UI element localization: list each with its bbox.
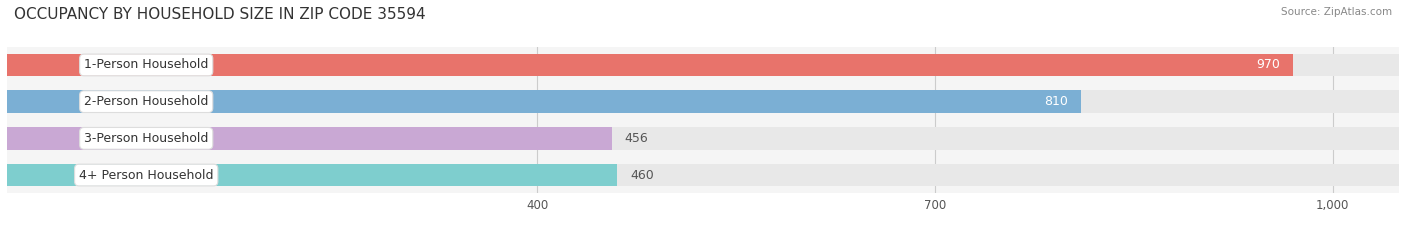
Text: 3-Person Household: 3-Person Household bbox=[84, 132, 208, 145]
Bar bbox=[7, 90, 1081, 113]
Text: 456: 456 bbox=[624, 132, 648, 145]
Text: Source: ZipAtlas.com: Source: ZipAtlas.com bbox=[1281, 7, 1392, 17]
Bar bbox=[7, 127, 612, 150]
Bar bbox=[7, 90, 1399, 113]
Bar bbox=[7, 54, 1399, 76]
Text: 4+ Person Household: 4+ Person Household bbox=[79, 168, 214, 182]
Text: 810: 810 bbox=[1043, 95, 1067, 108]
Text: OCCUPANCY BY HOUSEHOLD SIZE IN ZIP CODE 35594: OCCUPANCY BY HOUSEHOLD SIZE IN ZIP CODE … bbox=[14, 7, 426, 22]
Text: 970: 970 bbox=[1256, 58, 1279, 72]
Bar bbox=[7, 164, 1399, 186]
Text: 460: 460 bbox=[630, 168, 654, 182]
Bar bbox=[7, 127, 1399, 150]
Bar bbox=[7, 164, 617, 186]
Text: 1-Person Household: 1-Person Household bbox=[84, 58, 208, 72]
Text: 2-Person Household: 2-Person Household bbox=[84, 95, 208, 108]
Bar bbox=[7, 54, 1294, 76]
